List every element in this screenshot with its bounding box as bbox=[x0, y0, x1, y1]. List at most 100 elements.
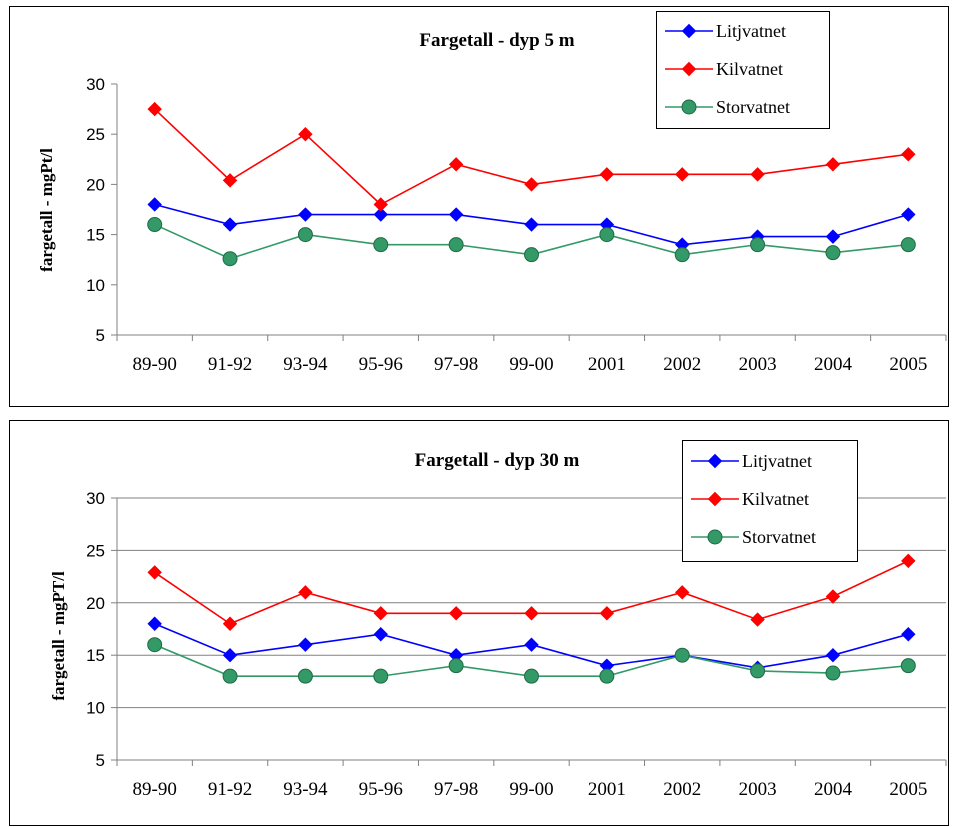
legend-entry: Litjvatnet bbox=[691, 451, 812, 471]
data-point bbox=[373, 237, 389, 253]
data-point bbox=[222, 251, 238, 267]
data-point bbox=[524, 637, 539, 652]
data-point bbox=[825, 647, 841, 663]
data-point bbox=[524, 177, 539, 192]
x-tick-label: 93-94 bbox=[283, 779, 328, 800]
legend-label: Kilvatnet bbox=[716, 59, 783, 79]
data-point bbox=[373, 606, 388, 621]
x-tick-label: 97-98 bbox=[434, 354, 478, 375]
legend-entry: Storvatnet bbox=[665, 97, 790, 117]
data-point bbox=[373, 207, 388, 222]
chart-panel-bottom: Fargetall - dyp 30 m fargetall - mgPT/l … bbox=[0, 414, 958, 827]
x-tick-label: 2004 bbox=[814, 354, 853, 375]
legend: Litjvatnet Kilvatnet Storvatnet bbox=[682, 440, 858, 562]
legend-label: Litjvatnet bbox=[716, 21, 786, 41]
data-point bbox=[901, 627, 916, 642]
x-tick-label: 95-96 bbox=[359, 354, 403, 375]
data-point bbox=[222, 668, 238, 684]
series-kilvatnet bbox=[147, 553, 916, 631]
data-point bbox=[222, 217, 238, 232]
chart-top: Fargetall - dyp 5 m fargetall - mgPt/l 5… bbox=[9, 6, 949, 407]
data-point bbox=[297, 227, 313, 243]
data-point bbox=[448, 207, 464, 222]
x-tick-label: 89-90 bbox=[133, 779, 177, 800]
x-tick-label: 2003 bbox=[739, 354, 777, 375]
series-storvatnet bbox=[147, 217, 916, 267]
series-storvatnet bbox=[147, 637, 916, 684]
x-tick-label: 2005 bbox=[889, 779, 927, 800]
legend-label: Storvatnet bbox=[716, 97, 790, 117]
data-point bbox=[674, 247, 690, 263]
data-point bbox=[448, 237, 464, 253]
y-tick-label: 30 bbox=[86, 75, 105, 94]
data-point bbox=[901, 553, 916, 569]
x-tick-label: 99-00 bbox=[509, 779, 553, 800]
chart-title: Fargetall - dyp 5 m bbox=[419, 30, 574, 51]
x-tick-label: 2005 bbox=[889, 354, 927, 375]
data-point bbox=[373, 197, 388, 212]
x-tick-label: 99-00 bbox=[509, 354, 553, 375]
data-point bbox=[448, 157, 464, 172]
data-point bbox=[298, 126, 313, 142]
data-point bbox=[524, 247, 539, 263]
x-tick-label: 91-92 bbox=[208, 354, 252, 375]
y-tick-label: 25 bbox=[86, 541, 105, 560]
legend-label: Storvatnet bbox=[742, 527, 816, 547]
data-point bbox=[675, 585, 690, 600]
x-tick-label: 2002 bbox=[663, 354, 701, 375]
data-point bbox=[750, 612, 765, 627]
x-tick-label: 2003 bbox=[739, 779, 777, 800]
data-point bbox=[297, 668, 313, 684]
series-kilvatnet bbox=[147, 101, 916, 212]
legend-label: Litjvatnet bbox=[742, 451, 812, 471]
y-tick-label: 10 bbox=[86, 699, 105, 718]
y-tick-label: 30 bbox=[86, 489, 105, 508]
legend-marker bbox=[707, 529, 723, 545]
data-point bbox=[298, 585, 313, 600]
data-point bbox=[147, 616, 162, 631]
y-tick-label: 20 bbox=[86, 594, 105, 613]
x-tick-label: 91-92 bbox=[208, 779, 252, 800]
data-point bbox=[825, 245, 841, 261]
data-point bbox=[900, 658, 916, 674]
data-point bbox=[222, 173, 238, 188]
x-tick-label: 89-90 bbox=[133, 354, 177, 375]
legend: Litjvatnet Kilvatnet Storvatnet bbox=[656, 11, 830, 129]
plot-area: 5 10 15 20 25 30 89-90 91-92 93-94 95-96 97-98 99-0… bbox=[86, 75, 947, 375]
data-point bbox=[599, 606, 615, 621]
plot-area: 5 10 15 20 25 30 89-90 91-92 93-94 95-96 97-98 99-0… bbox=[86, 489, 947, 800]
x-tick-label: 2001 bbox=[588, 354, 626, 375]
legend-marker bbox=[681, 61, 697, 77]
data-point bbox=[901, 147, 916, 162]
x-tick-label: 2002 bbox=[663, 779, 701, 800]
data-point bbox=[901, 207, 916, 222]
data-point bbox=[825, 665, 841, 681]
legend-entry: Storvatnet bbox=[691, 527, 816, 547]
data-point bbox=[825, 589, 841, 604]
y-tick-label: 15 bbox=[86, 226, 105, 245]
data-point bbox=[750, 167, 765, 182]
y-tick-label: 25 bbox=[86, 125, 105, 144]
data-point bbox=[524, 668, 539, 684]
y-tick-label: 10 bbox=[86, 276, 105, 295]
x-tick-label: 2004 bbox=[814, 779, 853, 800]
chart-bottom: Fargetall - dyp 30 m fargetall - mgPT/l … bbox=[9, 420, 949, 826]
y-tick-label: 5 bbox=[96, 751, 105, 770]
data-point bbox=[675, 167, 690, 182]
data-point bbox=[448, 658, 464, 674]
legend-marker bbox=[707, 453, 723, 469]
data-point bbox=[448, 606, 464, 621]
legend-entry: Litjvatnet bbox=[665, 21, 786, 41]
x-tick-label: 2001 bbox=[588, 779, 626, 800]
data-point bbox=[373, 627, 388, 642]
data-point bbox=[900, 237, 916, 253]
y-axis-label: fargetall - mgPt/l bbox=[37, 148, 56, 272]
y-tick-label: 15 bbox=[86, 646, 105, 665]
y-axis-label: fargetall - mgPT/l bbox=[49, 571, 68, 701]
y-tick-label: 20 bbox=[86, 175, 105, 194]
data-point bbox=[674, 647, 690, 663]
legend-marker bbox=[681, 99, 697, 115]
x-tick-label: 93-94 bbox=[283, 354, 328, 375]
data-point bbox=[373, 668, 389, 684]
legend-entry: Kilvatnet bbox=[665, 59, 783, 79]
